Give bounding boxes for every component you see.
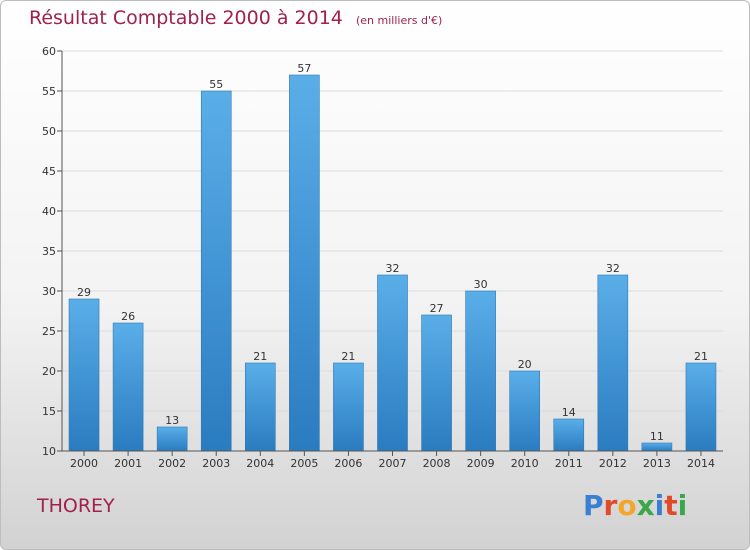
chart-title-row: Résultat Comptable 2000 à 2014 (en milli… xyxy=(29,7,442,29)
chart-title: Résultat Comptable 2000 à 2014 xyxy=(29,7,343,29)
x-tick-label: 2011 xyxy=(555,457,583,470)
bar xyxy=(289,74,320,452)
y-tick-label: 55 xyxy=(42,85,56,98)
x-tick-label: 2004 xyxy=(246,457,274,470)
y-tick-label: 50 xyxy=(42,125,56,138)
bar xyxy=(597,274,629,452)
bar-value-label: 21 xyxy=(694,350,708,363)
logo-letter: t xyxy=(664,489,678,522)
y-tick-label: 20 xyxy=(42,365,56,378)
logo-letter: x xyxy=(636,489,655,522)
bar xyxy=(156,426,188,452)
bar-value-label: 20 xyxy=(518,358,532,371)
bar-value-label: 21 xyxy=(341,350,355,363)
bar xyxy=(245,362,276,452)
x-tick-label: 2001 xyxy=(114,457,142,470)
y-tick-label: 45 xyxy=(42,165,56,178)
x-tick-label: 2006 xyxy=(334,457,362,470)
x-tick-label: 2008 xyxy=(423,457,451,470)
bar-value-label: 57 xyxy=(297,62,311,75)
x-tick-label: 2012 xyxy=(599,457,627,470)
y-tick-label: 15 xyxy=(42,405,56,418)
bar-value-label: 32 xyxy=(386,262,400,275)
bar-value-label: 21 xyxy=(253,350,267,363)
proxiti-logo: Proxiti xyxy=(583,489,687,522)
y-tick-label: 60 xyxy=(42,45,56,58)
x-tick-label: 2005 xyxy=(290,457,318,470)
logo-letter: i xyxy=(677,489,688,522)
bar xyxy=(68,298,100,452)
logo-letter: P xyxy=(583,489,604,522)
bar-value-label: 11 xyxy=(650,430,664,443)
x-tick-label: 2010 xyxy=(511,457,539,470)
bar-value-label: 30 xyxy=(474,278,488,291)
x-tick-label: 2013 xyxy=(643,457,671,470)
bar-value-label: 32 xyxy=(606,262,620,275)
y-tick-label: 25 xyxy=(42,325,56,338)
bar-value-label: 27 xyxy=(430,302,444,315)
y-tick-label: 30 xyxy=(42,285,56,298)
bar-value-label: 29 xyxy=(77,286,91,299)
bar xyxy=(509,370,541,452)
bar xyxy=(421,314,452,452)
bar xyxy=(377,274,408,452)
x-tick-label: 2009 xyxy=(467,457,495,470)
logo-letter: o xyxy=(617,489,637,522)
logo-letter: i xyxy=(654,489,665,522)
y-tick-label: 40 xyxy=(42,205,56,218)
bar-value-label: 13 xyxy=(165,414,179,427)
bar xyxy=(333,362,364,452)
bar-value-label: 55 xyxy=(209,78,223,91)
y-tick-label: 10 xyxy=(42,445,56,458)
bar xyxy=(112,322,144,452)
bar xyxy=(685,362,717,452)
bar xyxy=(553,418,585,452)
y-tick-label: 35 xyxy=(42,245,56,258)
x-tick-label: 2002 xyxy=(158,457,186,470)
x-tick-label: 2007 xyxy=(379,457,407,470)
bar xyxy=(465,290,496,452)
chart-unit: (en milliers d'€) xyxy=(355,14,443,27)
logo-letter: r xyxy=(603,489,618,522)
bar xyxy=(200,90,232,452)
bar xyxy=(641,442,673,452)
bar-value-label: 14 xyxy=(562,406,576,419)
x-tick-label: 2000 xyxy=(70,457,98,470)
commune-name: THOREY xyxy=(37,495,115,517)
bar-value-label: 26 xyxy=(121,310,135,323)
x-tick-label: 2014 xyxy=(687,457,715,470)
x-tick-label: 2003 xyxy=(202,457,230,470)
